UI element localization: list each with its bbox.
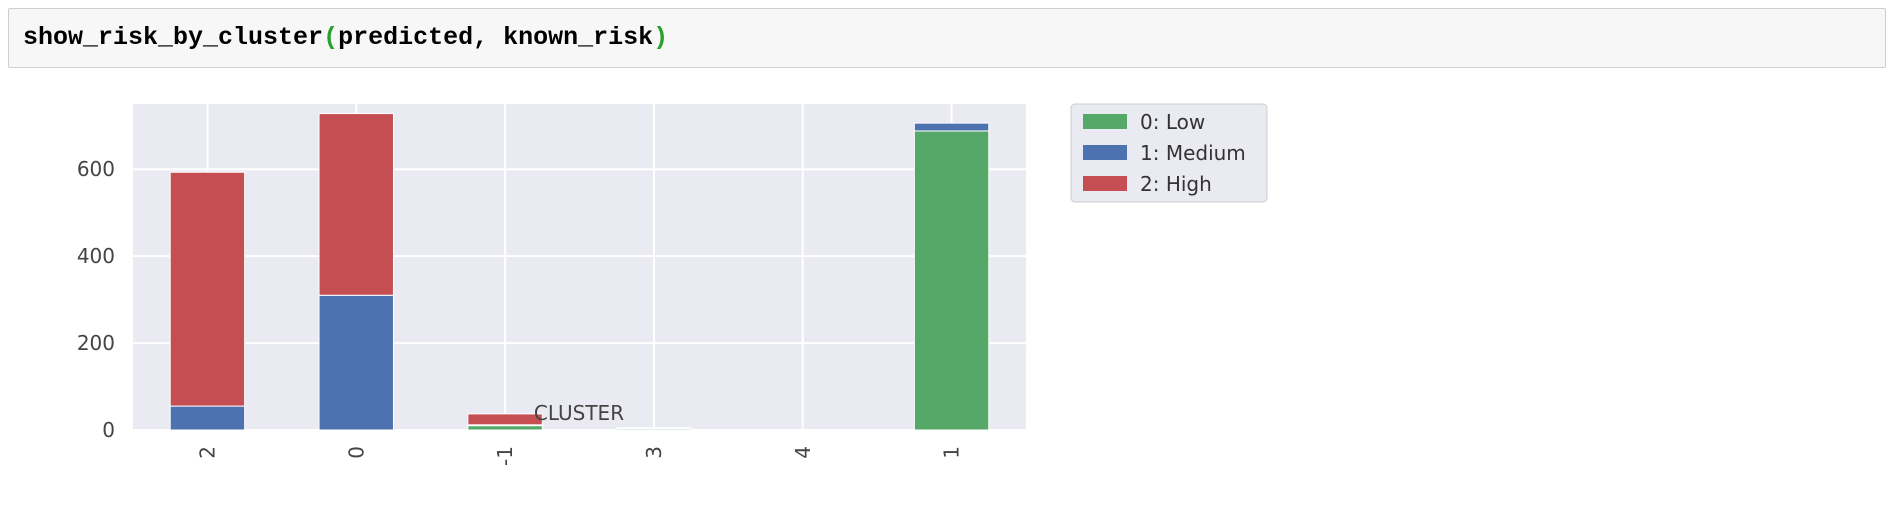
plot-area xyxy=(133,104,1026,430)
x-axis-label: CLUSTER xyxy=(534,401,624,425)
legend-swatch xyxy=(1083,114,1127,129)
x-tick-label: 1 xyxy=(940,446,964,459)
bars xyxy=(169,113,990,431)
function-name: show_risk_by_cluster xyxy=(23,23,324,52)
x-tick-labels: 2 0 -1 3 4 1 xyxy=(195,446,963,466)
y-tick-label: 0 xyxy=(102,418,115,442)
legend-swatch xyxy=(1083,176,1127,191)
code-cell[interactable]: show_risk_by_cluster(predicted, known_ri… xyxy=(8,8,1886,68)
bar-segment xyxy=(616,427,692,430)
open-paren: ( xyxy=(323,23,339,52)
x-tick-label: 2 xyxy=(195,446,219,459)
x-tick-label: 3 xyxy=(642,446,666,459)
bar-segment xyxy=(913,130,990,431)
bar-segment xyxy=(467,413,543,426)
bar-segment xyxy=(169,405,246,431)
legend: 0: Low 1: Medium 2: High xyxy=(1070,103,1268,203)
stacked-bar-chart: 0 200 400 600 2 0 -1 3 4 1 CLUSTER 0: Low 1: Medi… xyxy=(77,103,1268,466)
x-tick-label: 0 xyxy=(344,446,368,459)
bar-segment xyxy=(318,294,394,431)
legend-entry: 0: Low xyxy=(1140,110,1205,134)
bar-segment xyxy=(913,122,990,132)
bar-segment xyxy=(318,113,394,296)
code-input[interactable]: show_risk_by_cluster(predicted, known_ri… xyxy=(23,23,668,52)
bar-segment xyxy=(467,425,543,431)
legend-swatch xyxy=(1083,145,1127,160)
y-tick-label: 400 xyxy=(77,244,115,268)
y-tick-label: 200 xyxy=(77,331,115,355)
y-tick-label: 600 xyxy=(77,157,115,181)
legend-entry: 2: High xyxy=(1140,172,1212,196)
legend-entry: 1: Medium xyxy=(1140,141,1246,165)
bar-segment xyxy=(169,171,246,407)
close-paren: ) xyxy=(653,23,669,52)
x-tick-label: 4 xyxy=(791,446,815,459)
x-tick-label: -1 xyxy=(493,446,517,466)
function-args: predicted, known_risk xyxy=(338,23,654,52)
y-tick-labels: 0 200 400 600 xyxy=(77,157,115,442)
